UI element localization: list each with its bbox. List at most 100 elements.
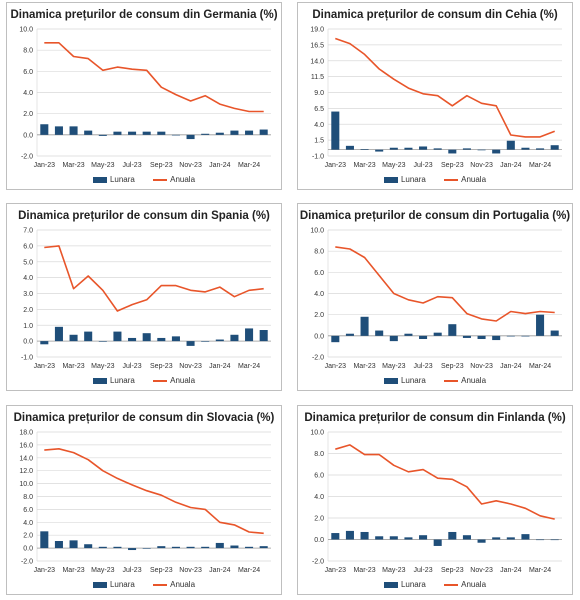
x-tick-label: Sep-23 — [441, 363, 464, 370]
bar-lunara — [245, 546, 254, 549]
bar-lunara — [506, 140, 515, 150]
bar-lunara — [201, 133, 210, 135]
legend-bar-label: Lunara — [109, 376, 135, 385]
bar-lunara — [389, 335, 398, 342]
x-tick-label: Sep-23 — [441, 162, 464, 169]
y-tick-label: 4.0 — [314, 494, 324, 501]
legend-item-line: Anuala — [153, 580, 195, 589]
chart-panel-germania: Dinamica prețurilor de consum din German… — [6, 2, 282, 190]
x-tick-label: Jul-23 — [123, 567, 142, 574]
bar-lunara — [259, 129, 268, 135]
bar-lunara — [245, 328, 254, 342]
bar-lunara — [98, 341, 107, 342]
chart-title: Dinamica prețurilor de consum din Cehia … — [312, 9, 558, 21]
y-tick-label: 6.0 — [314, 270, 324, 277]
x-tick-label: Jan-23 — [325, 162, 347, 169]
bar-lunara — [375, 330, 384, 336]
y-tick-label: 1.5 — [314, 138, 324, 145]
line-anuala — [44, 447, 264, 535]
x-tick-label: Jan-24 — [209, 162, 231, 169]
y-tick-label: 18.0 — [19, 430, 33, 437]
y-tick-label: 2.0 — [314, 312, 324, 319]
chart-plot: -2.0 0.0 2.0 4.0 6.0 8.0 10.0 Jan-23 Mar-23 May-2… — [310, 430, 562, 574]
bar-lunara — [171, 546, 180, 549]
chart-legend: Lunara Anuala — [7, 376, 281, 385]
chart-legend: Lunara Anuala — [7, 580, 281, 589]
legend-item-bar: Lunara — [383, 175, 426, 184]
legend-bar-label: Lunara — [109, 580, 135, 589]
y-tick-label: -2.0 — [21, 559, 33, 566]
x-tick-label: Mar-23 — [353, 567, 375, 574]
bar-lunara — [113, 331, 122, 342]
x-tick-label: Nov-23 — [179, 363, 202, 370]
bar-lunara — [448, 324, 457, 336]
x-tick-label: Mar-24 — [238, 162, 260, 169]
bar-lunara — [360, 316, 369, 336]
chart-panel-portugalia: Dinamica prețurilor de consum din Portug… — [297, 203, 573, 391]
chart-legend: Lunara Anuala — [298, 376, 572, 385]
legend-line-label: Anuala — [461, 580, 487, 589]
bar-lunara — [98, 134, 107, 136]
y-tick-label: 0.0 — [23, 546, 33, 553]
y-tick-label: 1.0 — [23, 323, 33, 330]
bar-lunara — [419, 146, 428, 150]
bar-lunara — [259, 330, 268, 342]
bar-lunara — [492, 149, 501, 154]
y-tick-label: 2.0 — [314, 516, 324, 523]
bar-lunara — [142, 333, 151, 342]
x-tick-label: May-23 — [382, 162, 405, 169]
bar-lunara — [157, 546, 166, 549]
y-tick-label: -1.0 — [312, 154, 324, 161]
x-tick-label: Jul-23 — [123, 363, 142, 370]
bar-lunara — [128, 548, 137, 551]
bar-lunara — [550, 145, 559, 150]
bar-lunara — [215, 339, 224, 342]
legend-bar-label: Lunara — [109, 175, 135, 184]
chart-panel-spania: Dinamica prețurilor de consum din Spania… — [6, 203, 282, 391]
chart-plot: -2.0 0.0 2.0 4.0 6.0 8.0 10.0 Jan-23 Mar-23 May-2… — [19, 27, 271, 169]
x-tick-label: Jan-23 — [34, 567, 56, 574]
legend-item-bar: Lunara — [92, 580, 135, 589]
chart-panel-finlanda: Dinamica prețurilor de consum din Finlan… — [297, 405, 573, 595]
legend-swatch-line — [444, 583, 459, 586]
legend-item-bar: Lunara — [92, 175, 135, 184]
bar-lunara — [186, 134, 195, 140]
y-tick-label: 12.0 — [19, 468, 33, 475]
x-tick-label: May-23 — [91, 162, 114, 169]
legend-item-line: Anuala — [444, 376, 486, 385]
bar-lunara — [506, 537, 515, 540]
bar-lunara — [375, 149, 384, 152]
bar-lunara — [521, 534, 530, 540]
legend-line-label: Anuala — [170, 175, 196, 184]
y-tick-label: 3.0 — [23, 291, 33, 298]
chart-title: Dinamica prețurilor de consum din Spania… — [18, 210, 270, 222]
bar-lunara — [477, 539, 486, 543]
y-tick-label: 4.0 — [314, 291, 324, 298]
chart-legend: Lunara Anuala — [298, 175, 572, 184]
legend-swatch-bar — [383, 377, 398, 384]
bar-lunara — [448, 149, 457, 154]
bar-lunara — [54, 326, 63, 342]
x-tick-label: Mar-23 — [353, 162, 375, 169]
bar-lunara — [404, 537, 413, 540]
y-tick-label: 14.0 — [19, 455, 33, 462]
x-tick-label: May-23 — [91, 363, 114, 370]
bar-lunara — [230, 545, 239, 549]
chart-title: Dinamica prețurilor de consum din Slovac… — [13, 412, 275, 424]
bar-lunara — [157, 337, 166, 342]
chart-panel-slovacia: Dinamica prețurilor de consum din Slovac… — [6, 405, 282, 595]
y-tick-label: 10.0 — [19, 481, 33, 488]
x-tick-label: Jan-23 — [325, 363, 347, 370]
bar-lunara — [492, 335, 501, 341]
bar-lunara — [462, 535, 471, 540]
x-tick-label: Mar-23 — [62, 363, 84, 370]
x-tick-label: May-23 — [382, 567, 405, 574]
bar-lunara — [128, 131, 137, 135]
x-tick-label: Jan-24 — [209, 567, 231, 574]
bar-lunara — [245, 130, 254, 135]
bar-lunara — [433, 148, 442, 150]
x-tick-label: Jul-23 — [414, 567, 433, 574]
legend-item-line: Anuala — [444, 175, 486, 184]
x-tick-label: Mar-24 — [529, 162, 551, 169]
line-anuala — [44, 41, 264, 113]
